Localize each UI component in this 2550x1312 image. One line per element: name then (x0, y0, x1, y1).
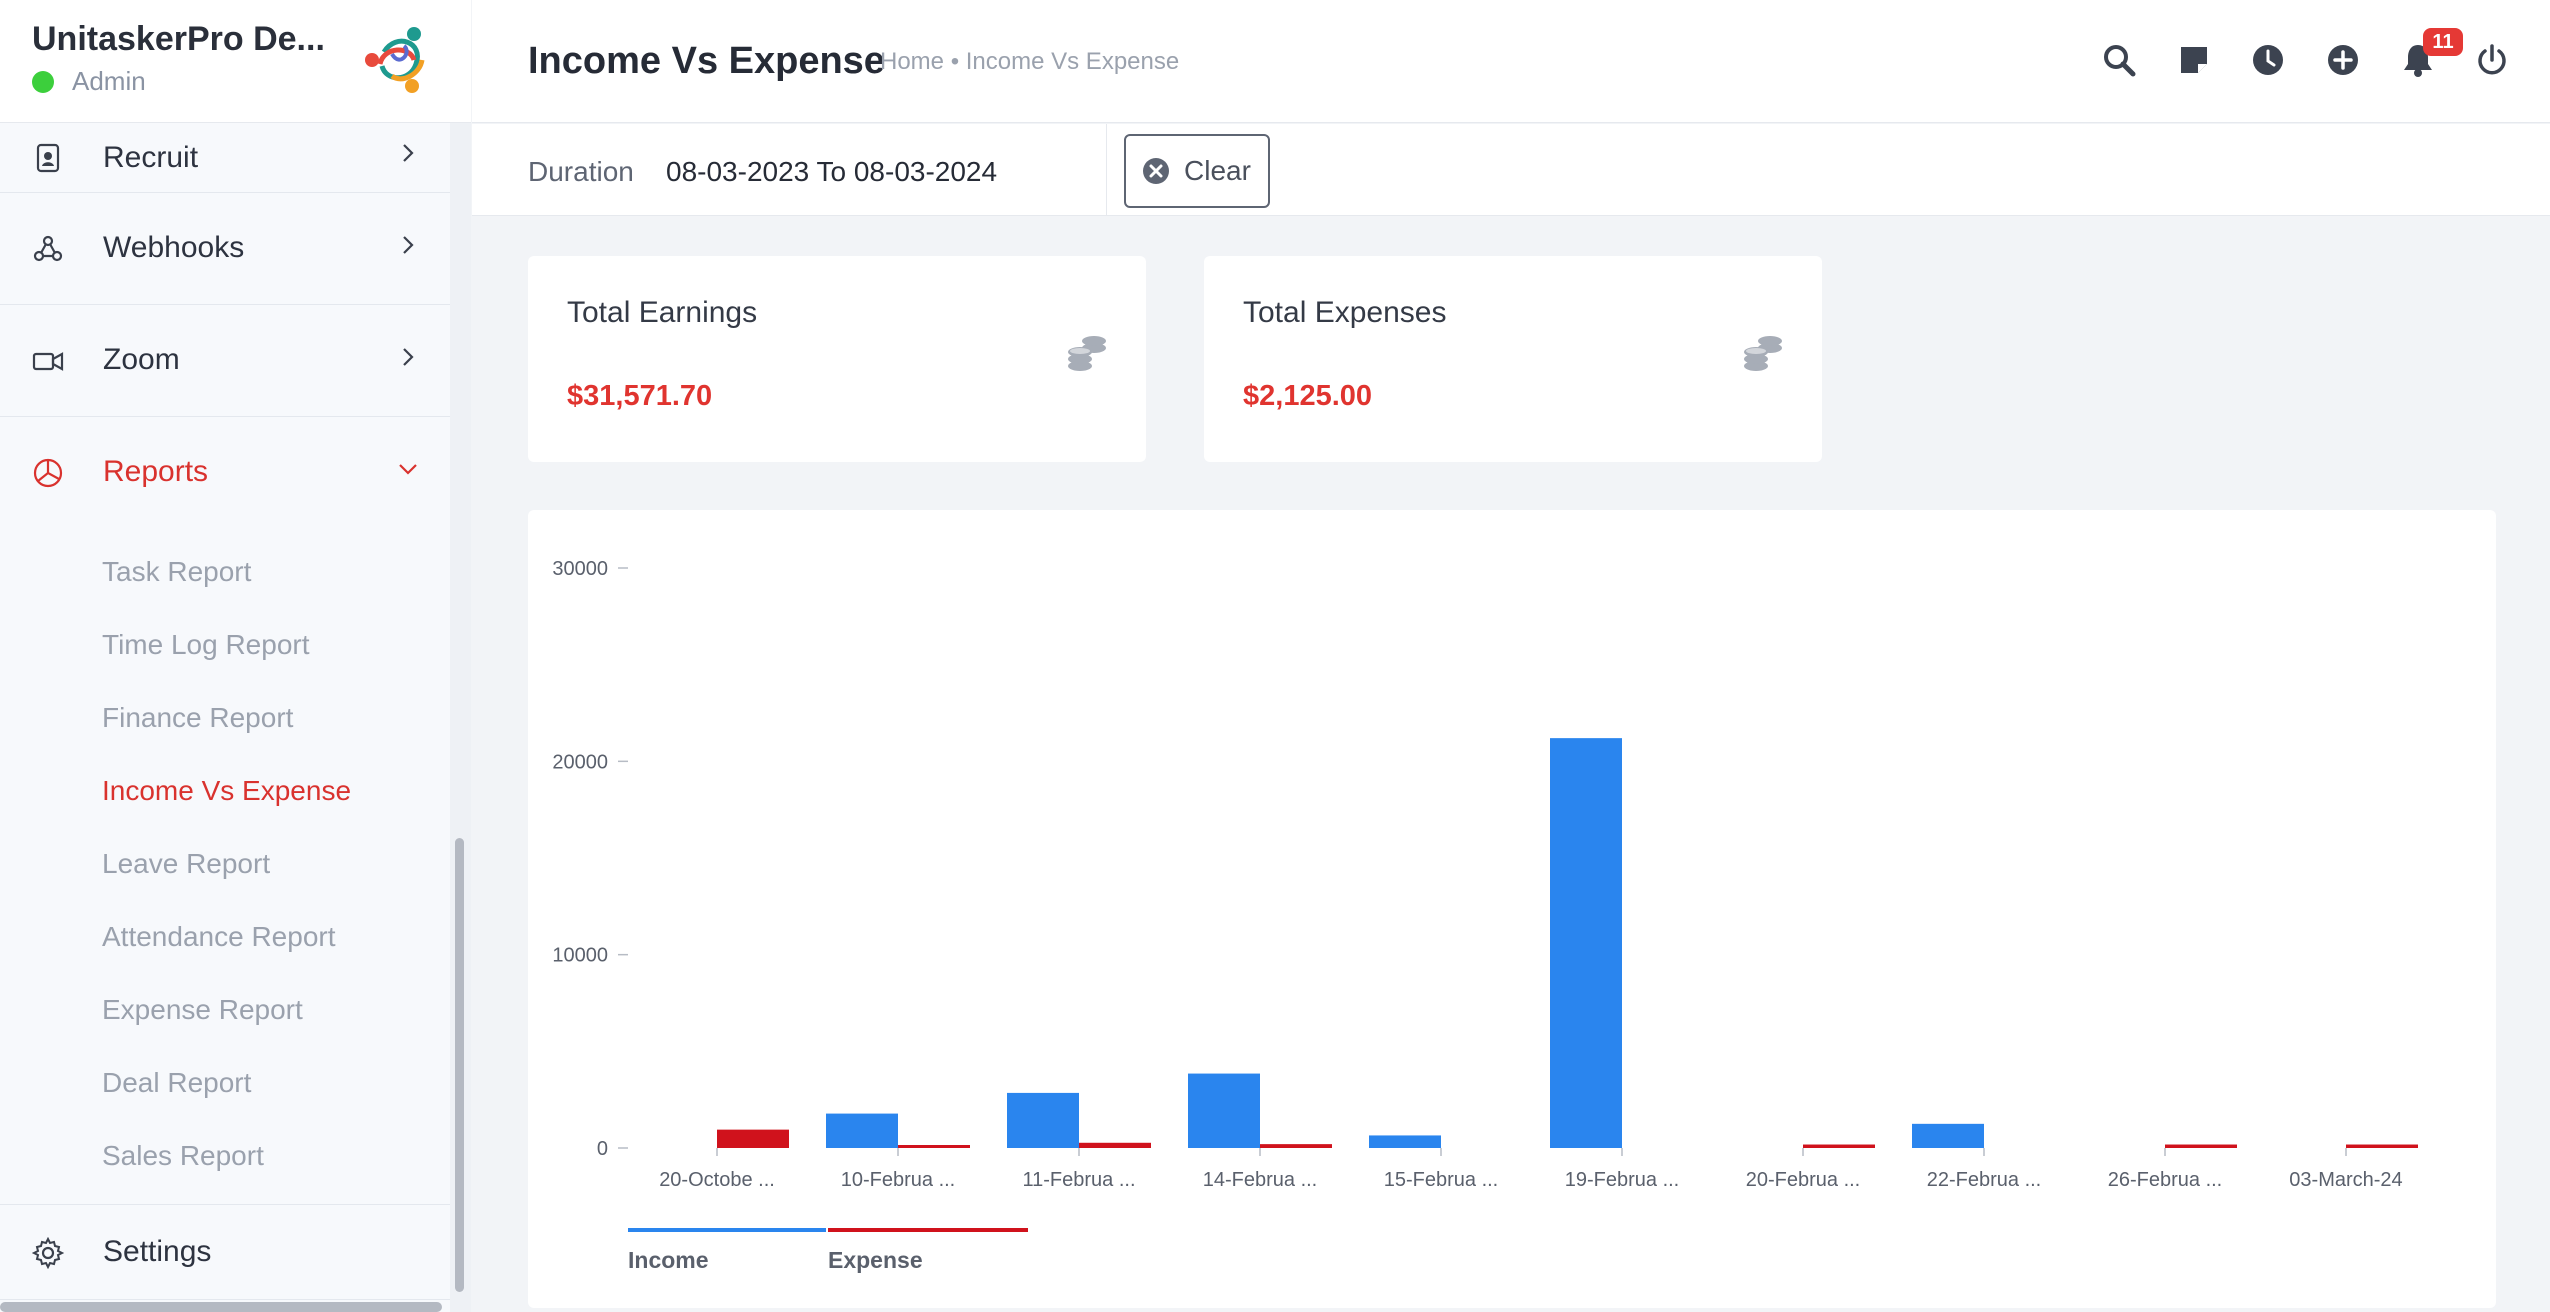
video-camera-icon (32, 352, 64, 371)
sidebar: UnitaskerPro De... Admin Recruit (0, 0, 471, 1312)
pie-chart-icon (33, 458, 63, 488)
y-tick-label: 10000 (552, 945, 608, 967)
legend-expense-label[interactable]: Expense (828, 1247, 923, 1273)
expense-bar[interactable] (1803, 1144, 1875, 1148)
sidebar-item-zoom[interactable]: Zoom (0, 305, 450, 417)
sidebar-scrollbar-thumb[interactable] (455, 838, 464, 1292)
expense-bar[interactable] (1260, 1144, 1332, 1148)
submenu-task-report[interactable]: Task Report (102, 555, 252, 587)
sidebar-menu: Recruit Webhooks Zoom (0, 123, 450, 1192)
income-vs-expense-chart: 0 10000 20000 30000 20-Octobe ... 10-Februa .… (552, 558, 2418, 1273)
sidebar-item-label: Reports (103, 455, 209, 488)
brand-header: UnitaskerPro De... Admin (0, 0, 471, 123)
expense-bar[interactable] (898, 1145, 970, 1148)
coins-icon (1744, 336, 1782, 371)
reports-submenu: Task Report Time Log Report Finance Repo… (0, 529, 450, 1192)
filter-bar: Duration 08-03-2023 To 08-03-2024 Clear (472, 124, 2550, 216)
clear-filter-button[interactable]: Clear (1124, 134, 1270, 208)
timer-button[interactable] (2244, 36, 2292, 84)
filter-divider (1106, 124, 1107, 216)
submenu-expense-report[interactable]: Expense Report (102, 993, 303, 1025)
x-tick-label: 03-March-24 (2289, 1169, 2402, 1191)
sticky-note-button[interactable] (2170, 36, 2218, 84)
card-title: Total Expenses (1243, 296, 1447, 329)
submenu-time-log-report[interactable]: Time Log Report (102, 628, 310, 660)
id-badge-icon (36, 143, 60, 173)
sidebar-item-recruit[interactable]: Recruit (0, 123, 450, 193)
x-tick-label: 26-Februa ... (2108, 1169, 2223, 1191)
quick-add-button[interactable] (2319, 36, 2367, 84)
chevron-right-icon (403, 236, 414, 254)
expense-bar[interactable] (1079, 1142, 1151, 1148)
duration-label: Duration (528, 156, 634, 187)
brand-name[interactable]: UnitaskerPro De... (32, 20, 325, 58)
sidebar-item-label: Webhooks (103, 231, 245, 264)
card-title: Total Earnings (567, 296, 758, 329)
income-bar[interactable] (1550, 738, 1622, 1148)
chevron-right-icon (403, 144, 414, 162)
legend-income-label[interactable]: Income (628, 1247, 709, 1273)
total-expenses-card: Total Expenses $2,125.00 (1204, 256, 1822, 462)
x-tick-label: 14-Februa ... (1203, 1169, 1318, 1191)
clear-button-label: Clear (1184, 155, 1251, 186)
x-tick-label: 20-Februa ... (1746, 1169, 1861, 1191)
chevron-down-icon (399, 464, 417, 475)
company-logo-icon[interactable] (362, 24, 434, 96)
y-tick-label: 0 (597, 1138, 608, 1160)
x-tick-label: 11-Februa ... (1022, 1169, 1135, 1191)
search-icon (2104, 45, 2136, 77)
page-title: Income Vs Expense (528, 40, 885, 82)
x-tick-label: 19-Februa ... (1565, 1169, 1680, 1191)
sidebar-item-label: Settings (103, 1235, 212, 1268)
expense-bar[interactable] (2346, 1144, 2418, 1148)
expense-bar[interactable] (717, 1129, 789, 1148)
income-bar[interactable] (1007, 1092, 1079, 1148)
income-vs-expense-chart-card: 0 10000 20000 30000 20-Octobe ... 10-Februa .… (528, 510, 2496, 1308)
notification-count-badge: 11 (2423, 28, 2463, 56)
x-tick-label: 15-Februa ... (1384, 1169, 1499, 1191)
expense-bar[interactable] (2165, 1144, 2237, 1148)
y-tick-label: 30000 (552, 558, 608, 580)
y-tick-label: 20000 (552, 751, 608, 773)
submenu-deal-report[interactable]: Deal Report (102, 1066, 252, 1098)
clock-icon (2253, 45, 2283, 75)
submenu-income-vs-expense[interactable]: Income Vs Expense (102, 774, 352, 806)
submenu-finance-report[interactable]: Finance Report (102, 701, 294, 733)
search-button[interactable] (2095, 36, 2143, 84)
duration-date-range-input[interactable]: 08-03-2023 To 08-03-2024 (666, 156, 998, 187)
income-bar[interactable] (826, 1113, 898, 1148)
sidebar-item-webhooks[interactable]: Webhooks (0, 193, 450, 305)
sidebar-horizontal-scrollbar[interactable] (0, 1302, 442, 1312)
chevron-right-icon (403, 348, 414, 366)
sticky-note-icon (2181, 47, 2207, 73)
user-role: Admin (72, 66, 146, 96)
total-earnings-value: $31,571.70 (567, 380, 713, 412)
coins-icon (1068, 336, 1106, 371)
income-bar[interactable] (1188, 1073, 1260, 1148)
sidebar-item-label: Zoom (103, 343, 180, 376)
power-icon (2478, 44, 2506, 75)
plus-circle-icon (2328, 45, 2358, 75)
x-tick-label: 22-Februa ... (1927, 1169, 2042, 1191)
logout-button[interactable] (2468, 36, 2516, 84)
gear-icon (32, 1237, 64, 1269)
total-expenses-value: $2,125.00 (1243, 380, 1373, 412)
submenu-attendance-report[interactable]: Attendance Report (102, 920, 336, 952)
submenu-leave-report[interactable]: Leave Report (102, 847, 271, 879)
close-circle-icon (1143, 158, 1169, 184)
sidebar-item-settings[interactable]: Settings (0, 1204, 450, 1300)
user-status: Admin (32, 66, 146, 97)
top-header: Income Vs Expense Home • Income Vs Expen… (472, 0, 2550, 123)
income-bar[interactable] (1369, 1135, 1441, 1148)
submenu-sales-report[interactable]: Sales Report (102, 1139, 264, 1171)
breadcrumb[interactable]: Home • Income Vs Expense (880, 48, 1180, 75)
x-tick-label: 20-Octobe ... (659, 1169, 775, 1191)
total-earnings-card: Total Earnings $31,571.70 (528, 256, 1146, 462)
sidebar-item-label: Recruit (103, 141, 199, 174)
webhook-icon (33, 235, 63, 262)
sidebar-item-reports[interactable]: Reports (0, 417, 450, 529)
income-bar[interactable] (1912, 1123, 1984, 1148)
online-status-dot (32, 70, 54, 93)
x-tick-label: 10-Februa ... (841, 1169, 956, 1191)
